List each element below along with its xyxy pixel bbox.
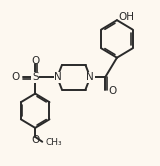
Text: O: O	[108, 86, 116, 96]
Text: CH₃: CH₃	[46, 138, 62, 147]
Text: O: O	[32, 135, 40, 145]
Text: O: O	[32, 56, 40, 66]
Text: N: N	[54, 72, 62, 82]
Text: N: N	[86, 72, 94, 82]
Text: O: O	[12, 72, 20, 82]
Text: OH: OH	[118, 12, 134, 22]
Text: S: S	[32, 72, 39, 82]
